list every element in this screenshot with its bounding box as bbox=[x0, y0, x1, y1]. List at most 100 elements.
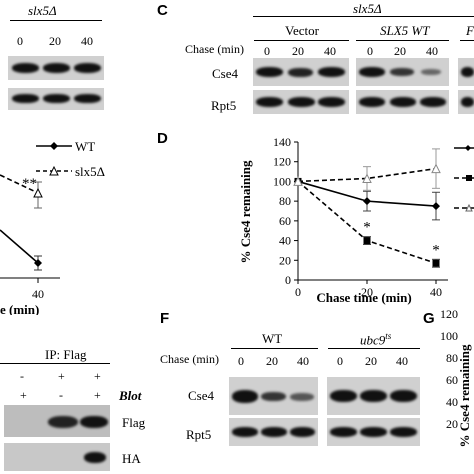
panel-f-letter: F bbox=[160, 310, 170, 327]
legend-wt-text: WT bbox=[75, 139, 95, 154]
panel-b-xlabel: e (min) bbox=[0, 302, 39, 315]
panel-d-ytick-label: 120 bbox=[273, 155, 291, 169]
panel-f-row-cse4: Cse4 bbox=[188, 388, 214, 403]
panel-d-ylabel: % Cse4 remaining bbox=[238, 160, 253, 264]
panel-c-group-slx5wt: SLX5 WT bbox=[380, 23, 430, 38]
panel-c-group-f: F bbox=[466, 23, 474, 38]
panel-f-chase-label: Chase (min) bbox=[160, 352, 219, 366]
panel-c-letter: C bbox=[157, 2, 168, 19]
panel-g-ytick: 80 bbox=[446, 351, 458, 365]
panel-f-row-rpt5: Rpt5 bbox=[186, 427, 212, 442]
panel-e-r2c1: + bbox=[20, 388, 27, 402]
panel-g-ytick: 20 bbox=[446, 417, 458, 431]
panel-d-series-line bbox=[297, 167, 437, 183]
panel-c-lane: 20 bbox=[394, 44, 406, 58]
panel-f-lane: 40 bbox=[396, 354, 408, 368]
panel-f-lane: 40 bbox=[297, 354, 309, 368]
panel-e-ip-label: IP: Flag bbox=[45, 347, 87, 362]
panel-f-ubc9-rpt5-blot bbox=[327, 418, 420, 446]
legend-slx5-marker bbox=[49, 165, 59, 176]
panel-e-flag-blot bbox=[4, 405, 110, 437]
panel-g-letter: G bbox=[423, 310, 435, 327]
panel-c-slx5wt-cse4-blot bbox=[356, 58, 449, 86]
panel-d-sig-star: * bbox=[363, 220, 371, 236]
panel-d-legend-marker bbox=[465, 203, 473, 212]
panel-c-vector-cse4-blot bbox=[253, 58, 349, 86]
panel-e-r1c3: + bbox=[94, 369, 101, 383]
panel-c-row-rpt5: Rpt5 bbox=[211, 98, 237, 113]
panel-e-blot-label: Blot bbox=[119, 388, 142, 403]
panel-b-cse4-blot bbox=[8, 56, 104, 80]
panel-b-chart: WT slx5Δ ** 40 e (min) bbox=[0, 139, 105, 315]
panel-e-r1c2: + bbox=[58, 369, 65, 383]
panel-f-lane: 0 bbox=[238, 354, 244, 368]
panel-g-ylabel: % Cse4 remaining bbox=[457, 344, 472, 448]
panel-f-lane: 20 bbox=[365, 354, 377, 368]
panel-c-vector-rpt5-blot bbox=[253, 90, 349, 114]
panel-b-rpt5-blot bbox=[8, 88, 104, 110]
panel-d-xtick-label: 40 bbox=[430, 285, 442, 299]
panel-d-ytick-label: 20 bbox=[279, 253, 291, 267]
panel-e-ha-blot bbox=[4, 443, 110, 471]
panel-b-xtick: 40 bbox=[32, 287, 44, 301]
panel-c-chase-label: Chase (min) bbox=[185, 42, 244, 56]
panel-e-r2c2: - bbox=[59, 388, 63, 402]
panel-g-ytick: 120 bbox=[440, 307, 458, 321]
panel-e-r2c3: + bbox=[94, 388, 101, 402]
panel-d-legend-marker bbox=[465, 145, 471, 151]
panel-f-lane: 20 bbox=[266, 354, 278, 368]
wt-line bbox=[0, 229, 39, 264]
legend-slx5-text: slx5Δ bbox=[75, 164, 105, 179]
panel-d-ytick-label: 0 bbox=[285, 273, 291, 287]
panel-b-lane-40: 40 bbox=[81, 34, 93, 48]
panel-b-lane-20: 20 bbox=[49, 34, 61, 48]
legend-wt-marker bbox=[50, 142, 58, 150]
panel-c-lane: 40 bbox=[324, 44, 336, 58]
panel-c-lane: 20 bbox=[292, 44, 304, 58]
panel-d-point bbox=[432, 259, 440, 267]
panel-f-ts: ts bbox=[385, 331, 392, 341]
panel-c-group-vector: Vector bbox=[285, 23, 319, 38]
panel-g-ytick: 60 bbox=[446, 373, 458, 387]
panel-e-flag-label: Flag bbox=[122, 415, 146, 430]
panel-f-wt-rpt5-blot bbox=[229, 418, 318, 446]
panel-d-xlabel: Chase time (min) bbox=[316, 290, 411, 305]
panel-c-slx5wt-rpt5-blot bbox=[356, 90, 449, 114]
panel-c-lane: 0 bbox=[264, 44, 270, 58]
panel-d-point bbox=[363, 197, 371, 206]
panel-f-lane: 0 bbox=[337, 354, 343, 368]
panel-d-point bbox=[362, 173, 372, 183]
panel-d-point bbox=[293, 176, 303, 186]
panel-d-letter: D bbox=[157, 130, 168, 147]
panel-d-chart: 0 20 40 60 80 100 120 140 0 20 40 * * % Cse4 remaini… bbox=[238, 135, 474, 305]
panel-d-point bbox=[431, 163, 441, 174]
panel-g-ytick: 40 bbox=[446, 395, 458, 409]
panel-f-group-wt: WT bbox=[262, 331, 283, 346]
panel-d-xtick-label: 0 bbox=[295, 285, 301, 299]
panel-e-r1c1: - bbox=[20, 369, 24, 383]
panel-c-row-cse4: Cse4 bbox=[212, 66, 238, 81]
panel-g-axis: % Cse4 remaining 120 100 80 60 40 20 bbox=[440, 307, 472, 448]
panel-b-lane-0: 0 bbox=[17, 34, 23, 48]
wt-point bbox=[34, 259, 42, 267]
panel-b-strain: slx5Δ bbox=[28, 3, 57, 18]
panel-d-ytick-label: 100 bbox=[273, 174, 291, 188]
panel-e-ha-label: HA bbox=[122, 451, 141, 466]
panel-c-strain: slx5Δ bbox=[353, 1, 382, 16]
panel-d-ytick-label: 60 bbox=[279, 214, 291, 228]
panel-f-ubc9-cse4-blot bbox=[327, 377, 420, 415]
panel-f-group-ubc9: ubc9ts bbox=[360, 331, 392, 348]
panel-c-strain-line bbox=[253, 16, 474, 17]
panel-c-lane: 40 bbox=[426, 44, 438, 58]
panel-g-ytick: 100 bbox=[440, 329, 458, 343]
panel-b-sig: ** bbox=[22, 176, 37, 192]
panel-d-point bbox=[363, 237, 371, 245]
panel-c-f-rpt5-blot bbox=[458, 90, 474, 114]
panel-d-sig-star: * bbox=[432, 242, 440, 258]
panel-d-point bbox=[432, 202, 440, 211]
panel-d-ytick-label: 140 bbox=[273, 135, 291, 149]
slx5-point bbox=[33, 187, 43, 198]
panel-d-xtick-label: 20 bbox=[361, 285, 373, 299]
panel-d-legend-marker bbox=[466, 175, 472, 181]
panel-f-wt-cse4-blot bbox=[229, 377, 318, 415]
